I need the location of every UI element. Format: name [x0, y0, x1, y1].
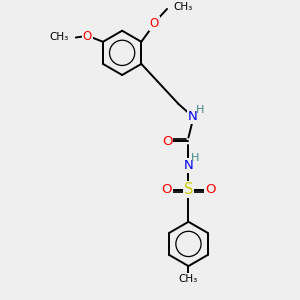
Text: O: O: [206, 183, 216, 196]
Text: S: S: [184, 182, 193, 197]
Text: N: N: [184, 159, 193, 172]
Text: CH₃: CH₃: [173, 2, 193, 13]
Text: O: O: [82, 30, 92, 43]
Text: N: N: [188, 110, 198, 123]
Text: H: H: [191, 153, 200, 163]
Text: CH₃: CH₃: [50, 32, 69, 43]
Text: CH₃: CH₃: [179, 274, 198, 284]
Text: O: O: [161, 183, 172, 196]
Text: O: O: [162, 135, 172, 148]
Text: O: O: [150, 17, 159, 30]
Text: H: H: [195, 105, 204, 115]
